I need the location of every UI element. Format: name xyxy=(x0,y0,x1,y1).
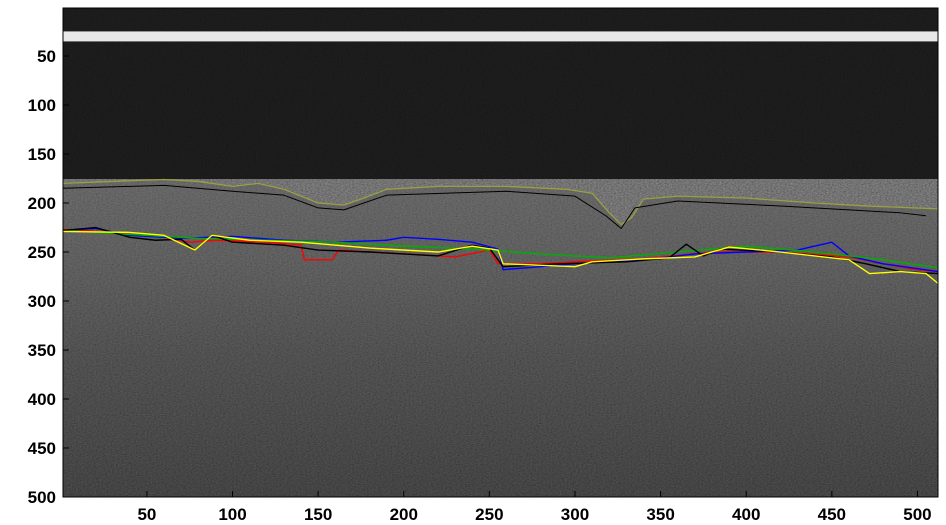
boundary-overlays xyxy=(63,178,938,284)
y-tick-label: 450 xyxy=(28,439,56,458)
y-tick-label: 500 xyxy=(28,488,56,507)
x-tick-label: 450 xyxy=(818,505,846,524)
y-tick-label: 100 xyxy=(28,96,56,115)
x-tick-label: 200 xyxy=(390,505,418,524)
x-tick-label: 150 xyxy=(304,505,332,524)
y-tick-label: 300 xyxy=(28,292,56,311)
segmentation-green-line xyxy=(63,229,938,269)
y-tick-label: 150 xyxy=(28,145,56,164)
x-tick-label: 100 xyxy=(218,505,246,524)
x-tick-label: 500 xyxy=(903,505,931,524)
oct-image xyxy=(63,8,938,497)
x-tick-label: 300 xyxy=(561,505,589,524)
y-tick-label: 200 xyxy=(28,194,56,213)
x-axis: 50 100 150 200 250 300 350 400 450 500 xyxy=(137,491,932,524)
segmentation-yellow-line xyxy=(63,230,938,284)
y-tick-label: 250 xyxy=(28,243,56,262)
y-tick-label: 50 xyxy=(37,47,56,66)
y-tick-label: 400 xyxy=(28,390,56,409)
x-tick-label: 350 xyxy=(646,505,674,524)
surface-inner-line xyxy=(63,184,927,229)
surface-boundary-line xyxy=(63,178,938,226)
tissue-speckle xyxy=(63,179,938,497)
x-tick-label: 50 xyxy=(137,505,156,524)
y-axis: 50 100 150 200 250 300 350 400 450 500 xyxy=(28,47,69,507)
x-tick-label: 400 xyxy=(732,505,760,524)
y-tick-label: 350 xyxy=(28,341,56,360)
bright-reflection-band xyxy=(63,31,938,42)
x-tick-label: 250 xyxy=(475,505,503,524)
